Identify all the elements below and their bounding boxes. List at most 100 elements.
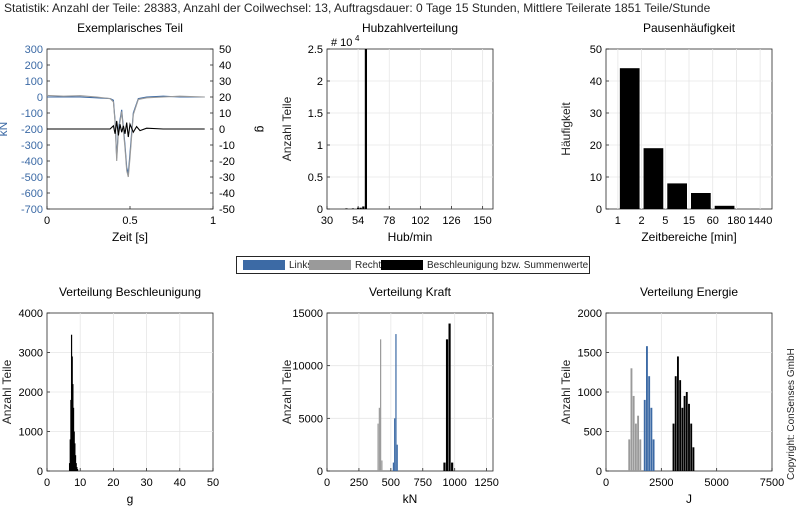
hubzahlverteilung-bar-summe <box>359 207 362 209</box>
verteilung-beschleunigung-ytick-label: 1000 <box>19 427 43 439</box>
pausenhaeufigkeit-ytick-label: 40 <box>590 76 602 88</box>
verteilung-kraft-ytick-label: 10000 <box>292 361 323 373</box>
verteilung-energie-ytick-label: 2000 <box>578 308 602 320</box>
hubzahlverteilung-ytick-label: 0 <box>317 204 323 216</box>
verteilung-beschleunigung-xtick-label: 30 <box>140 477 152 489</box>
verteilung-energie-bar-summe <box>681 407 684 471</box>
exemplarisches-teil-ylabel-right: g <box>254 126 268 133</box>
verteilung-beschleunigung-bar-beschleunigung <box>72 407 75 471</box>
exemplarisches-teil-ytick-left-label: 300 <box>25 44 43 56</box>
verteilung-energie-bar-summe <box>683 395 686 471</box>
pausenhaeufigkeit-xtick-label: 1440 <box>748 215 772 227</box>
verteilung-kraft-ytick-label: 5000 <box>299 413 323 425</box>
verteilung-kraft-bar-links <box>392 462 394 471</box>
verteilung-beschleunigung-bar-beschleunigung <box>69 439 71 471</box>
verteilung-beschleunigung-xlabel: g <box>127 492 134 506</box>
exemplarisches-teil-series-beschleunigung <box>47 120 205 138</box>
legend-label-summe: Beschleunigung bzw. Summenwerte <box>427 259 589 271</box>
exemplarisches-teil-ytick-left-label: 0 <box>37 92 43 104</box>
pausenhaeufigkeit-ytick-label: 0 <box>596 204 602 216</box>
statistics-line: Statistik: Anzahl der Teile: 28383, Anza… <box>4 1 711 15</box>
hubzahlverteilung-bar-summe <box>345 208 348 209</box>
legend-swatch-summe <box>381 260 423 270</box>
exemplarisches-teil-ytick-left-label: -500 <box>21 172 43 184</box>
exemplarisches-teil-title: Exemplarisches Teil <box>77 21 183 35</box>
verteilung-kraft-bar-summe <box>445 339 449 471</box>
pausenhaeufigkeit-bar <box>691 193 711 209</box>
verteilung-beschleunigung-ytick-label: 3000 <box>19 348 43 360</box>
pausenhaeufigkeit-chart: Pausenhäufigkeit Zeitbereiche [min] Häufig… <box>559 21 773 244</box>
verteilung-kraft-bar-summe <box>451 462 454 471</box>
verteilung-beschleunigung-bar-beschleunigung <box>73 431 75 471</box>
verteilung-beschleunigung-bar-beschleunigung <box>74 455 77 471</box>
verteilung-beschleunigung-bar-beschleunigung <box>72 384 74 471</box>
hubzahlverteilung-bar-summe <box>364 49 368 209</box>
exemplarisches-teil-ytick-right-label: -50 <box>219 204 235 216</box>
verteilung-kraft-bar-summe <box>448 323 451 471</box>
hubzahlverteilung-ylabel: Anzahl Teile <box>280 96 294 161</box>
verteilung-energie-ytick-label: 500 <box>584 427 602 439</box>
exemplarisches-teil-ytick-right-label: 0 <box>219 124 225 136</box>
verteilung-kraft-bar-rechts <box>378 407 380 471</box>
hubzahlverteilung-bar-summe <box>362 206 365 209</box>
verteilung-kraft-xtick-label: 1250 <box>474 477 498 489</box>
hubzahlverteilung-bar-summe <box>357 207 360 209</box>
legend-item-summe: Beschleunigung bzw. Summenwerte <box>381 259 588 271</box>
verteilung-energie-bar-rechts <box>637 415 640 471</box>
verteilung-beschleunigung-bar-beschleunigung <box>74 443 76 471</box>
verteilung-energie-bar-rechts <box>634 423 637 471</box>
verteilung-beschleunigung-chart: Verteilung Beschleunigung g Anzahl Teile 0 1… <box>0 285 219 506</box>
verteilung-beschleunigung-ytick-label: 2000 <box>19 387 43 399</box>
verteilung-energie-xtick-label: 0 <box>603 477 609 489</box>
verteilung-kraft-bar-links <box>394 418 396 471</box>
pausenhaeufigkeit-bar <box>667 183 687 209</box>
verteilung-kraft-ytick-label: 15000 <box>292 308 323 320</box>
verteilung-energie-bar-summe <box>688 403 690 471</box>
verteilung-beschleunigung-bar-beschleunigung <box>70 399 72 471</box>
verteilung-beschleunigung-xtick-label: 0 <box>44 477 50 489</box>
exemplarisches-teil-xlabel: Zeit [s] <box>112 230 148 244</box>
verteilung-energie-bar-summe <box>676 356 679 471</box>
verteilung-kraft-xtick-label: 1000 <box>442 477 466 489</box>
pausenhaeufigkeit-bar <box>619 68 640 209</box>
verteilung-kraft-title: Verteilung Kraft <box>369 285 452 299</box>
verteilung-energie-bar-links <box>652 439 655 471</box>
verteilung-energie-bar-summe <box>692 447 695 471</box>
verteilung-energie-bar-links <box>650 407 653 471</box>
verteilung-energie-bar-rechts <box>639 439 642 471</box>
hubzahlverteilung-ytick-label: 0.5 <box>308 172 323 184</box>
verteilung-kraft-bar-rechts <box>381 460 383 471</box>
legend-label-rechts: Rechts <box>355 259 387 271</box>
verteilung-beschleunigung-ylabel: Anzahl Teile <box>0 359 14 424</box>
hubzahlverteilung-chart: Hubzahlverteilung Hub/min Anzahl Teile 0 0.5… <box>280 21 494 244</box>
exemplarisches-teil-ytick-left-label: -300 <box>21 140 43 152</box>
exemplarisches-teil-ytick-left-label: -600 <box>21 188 43 200</box>
verteilung-beschleunigung-ytick-label: 4000 <box>19 308 43 320</box>
verteilung-energie-xtick-label: 7500 <box>760 477 784 489</box>
verteilung-energie-bar-rechts <box>632 395 635 471</box>
pausenhaeufigkeit-ytick-label: 50 <box>590 44 602 56</box>
verteilung-beschleunigung-xtick-label: 50 <box>207 477 219 489</box>
verteilung-beschleunigung-bar-beschleunigung <box>76 467 78 471</box>
pausenhaeufigkeit-xtick-label: 180 <box>727 215 745 227</box>
hubzahlverteilung-xtick-label: 78 <box>383 215 395 227</box>
legend-item-links: Links <box>243 259 312 271</box>
exemplarisches-teil-ytick-right-label: 30 <box>219 76 231 88</box>
legend-label-links: Links <box>289 259 313 271</box>
verteilung-beschleunigung-bar-beschleunigung <box>75 463 77 471</box>
verteilung-kraft-bar-links <box>396 444 398 471</box>
verteilung-energie-bar-summe <box>672 423 675 471</box>
hubzahlverteilung-xlabel: Hub/min <box>388 230 433 244</box>
copyright-note: Copyright: ConSenses GmbH <box>786 348 797 480</box>
exemplarisches-teil-ytick-left-label: 100 <box>25 76 43 88</box>
pausenhaeufigkeit-xlabel: Zeitbereiche [min] <box>641 230 736 244</box>
exemplarisches-teil-ytick-left-label: -700 <box>21 204 43 216</box>
exemplarisches-teil-ytick-right-label: -10 <box>219 140 235 152</box>
pausenhaeufigkeit-ylabel: Häufigkeit <box>559 102 573 156</box>
verteilung-kraft-bar-links <box>395 334 397 471</box>
verteilung-energie-ytick-label: 1500 <box>578 348 602 360</box>
exemplarisches-teil-ytick-left-label: -200 <box>21 124 43 136</box>
verteilung-beschleunigung-bar-beschleunigung <box>71 356 73 471</box>
